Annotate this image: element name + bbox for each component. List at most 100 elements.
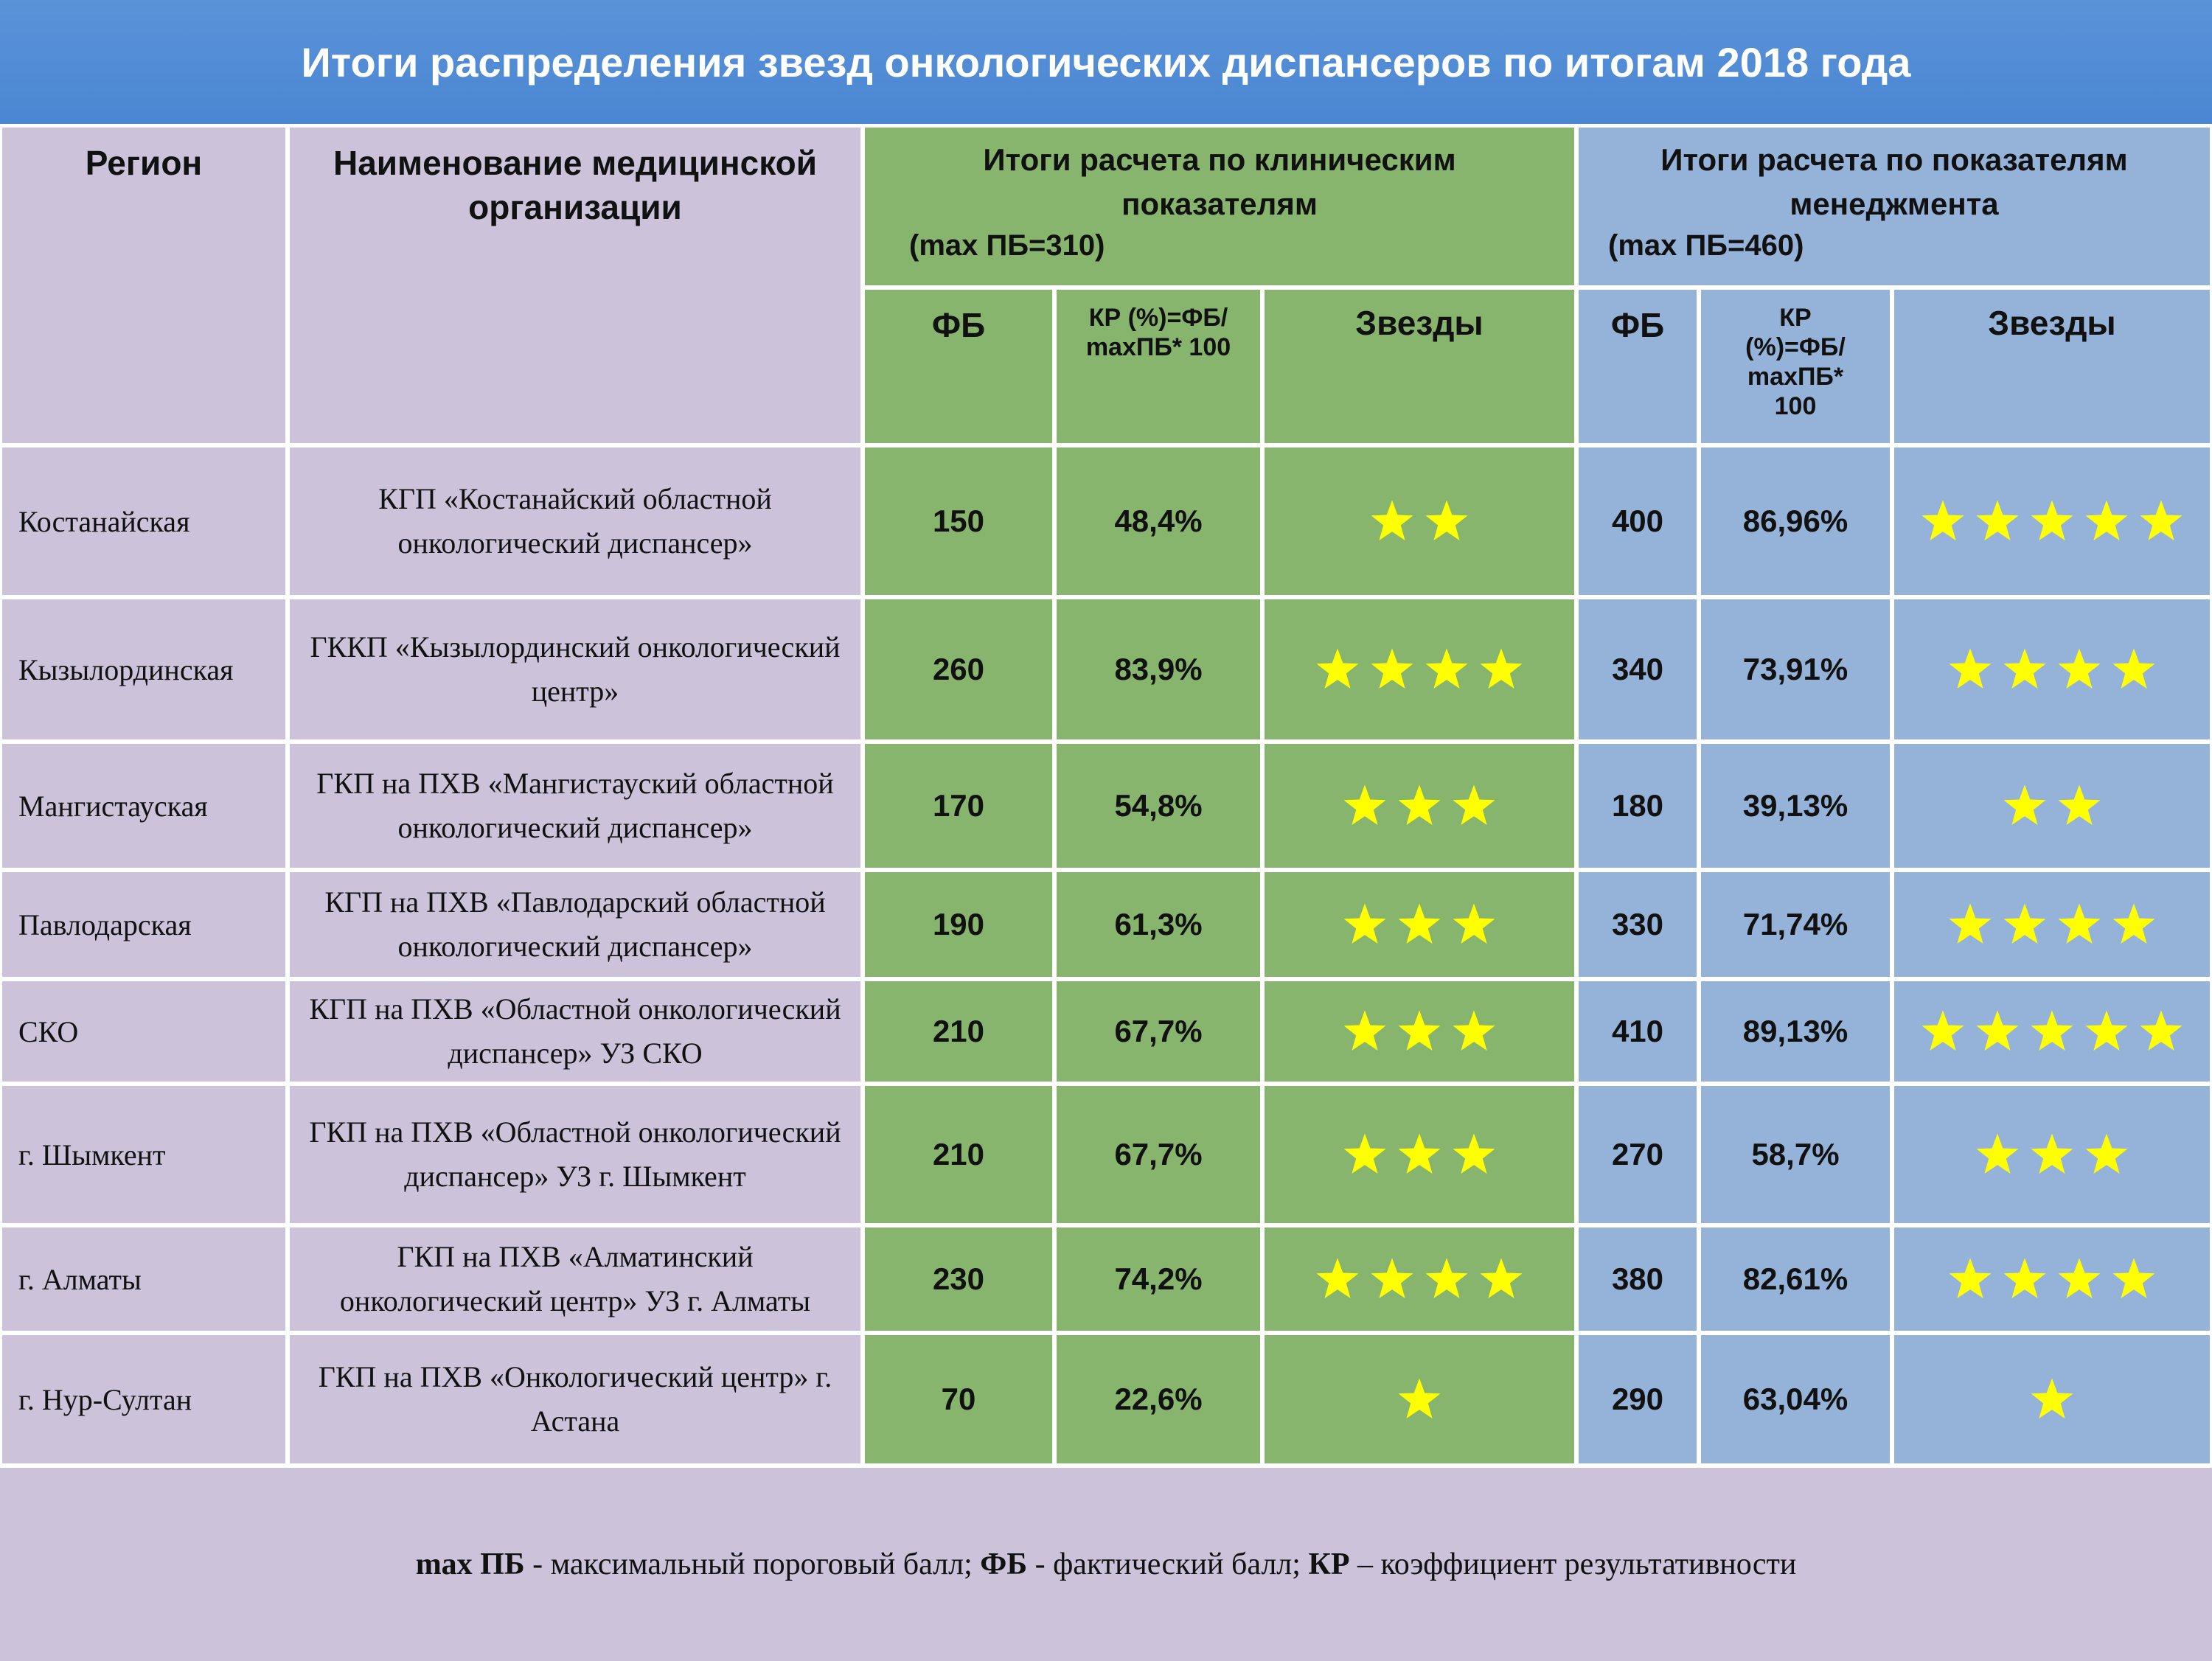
clinical-fb-text: 210: [932, 1014, 985, 1048]
clinical-stars-cell: [1262, 979, 1576, 1084]
organization-cell: ГКП на ПХВ «Алматинский онкологический ц…: [288, 1225, 863, 1333]
clinical-fb-text: 70: [941, 1382, 976, 1416]
organization-text: ГКП на ПХВ «Мангистауский областной онко…: [316, 767, 834, 844]
clinical-fb-text: 150: [932, 504, 985, 538]
star-icon: [2058, 784, 2101, 826]
star-icon: [1976, 500, 2019, 541]
organization-cell: КГП на ПХВ «Павлодарский областной онкол…: [288, 870, 863, 979]
page-title: Итоги распределения звезд онкологических…: [0, 0, 2212, 127]
organization-text: КГП на ПХВ «Павлодарский областной онкол…: [324, 885, 826, 963]
star-icon: [2085, 1010, 2128, 1051]
management-kr-cell: 71,74%: [1699, 870, 1892, 979]
header-management-fb-label: ФБ: [1610, 306, 1665, 344]
legend-max-pb: max ПБ: [415, 1547, 525, 1581]
region-text: СКО: [18, 1014, 79, 1048]
star-icon: [2058, 648, 2101, 689]
clinical-stars-cell: [1262, 742, 1576, 870]
region-cell: Кызылординская: [0, 597, 288, 742]
star-icon: [1949, 903, 1992, 944]
region-text: Мангистауская: [18, 789, 208, 823]
header-management-fb: ФБ: [1576, 288, 1699, 445]
header-clinical-stars: Звезды: [1262, 288, 1576, 445]
header-management-title: Итоги расчета по показателям менеджмента: [1660, 142, 2128, 221]
management-kr-text: 39,13%: [1742, 788, 1848, 823]
star-icon: [2140, 1010, 2183, 1051]
management-kr-text: 71,74%: [1742, 907, 1848, 941]
star-icon: [1343, 1133, 1386, 1174]
clinical-kr-cell: 61,3%: [1054, 870, 1262, 979]
clinical-fb-text: 170: [932, 788, 985, 823]
star-icon: [1398, 784, 1441, 826]
clinical-fb-cell: 190: [863, 870, 1054, 979]
clinical-fb-cell: 210: [863, 979, 1054, 1084]
star-icon: [1398, 1010, 1441, 1051]
organization-cell: КГП «Костанайский областной онкологическ…: [288, 445, 863, 597]
star-icon: [2140, 500, 2183, 541]
legend-max-pb-text: - максимальный пороговый балл;: [524, 1547, 981, 1581]
header-clinical-kr-label: КР (%)=ФБ/ maxПБ* 100: [1085, 304, 1231, 361]
header-management-stars-label: Звезды: [1988, 304, 2116, 342]
management-fb-text: 180: [1611, 788, 1664, 823]
star-icon: [2112, 648, 2155, 689]
management-stars-cell: [1892, 1225, 2212, 1333]
header-clinical-stars-label: Звезды: [1355, 304, 1484, 342]
star-icon: [2031, 1010, 2073, 1051]
star-icon: [1453, 1133, 1495, 1174]
clinical-kr-text: 67,7%: [1114, 1014, 1203, 1048]
management-fb-cell: 270: [1576, 1084, 1699, 1225]
star-icon: [2058, 1258, 2101, 1299]
star-icon: [2085, 500, 2128, 541]
management-fb-cell: 380: [1576, 1225, 1699, 1333]
legend-kr-text: – коэффициент результативности: [1349, 1547, 1797, 1581]
management-kr-cell: 89,13%: [1699, 979, 1892, 1084]
clinical-kr-text: 83,9%: [1114, 652, 1203, 686]
legend-kr: КР: [1308, 1547, 1350, 1581]
clinical-fb-cell: 230: [863, 1225, 1054, 1333]
region-cell: СКО: [0, 979, 288, 1084]
clinical-kr-cell: 67,7%: [1054, 979, 1262, 1084]
clinical-kr-text: 48,4%: [1114, 504, 1203, 538]
management-fb-text: 270: [1611, 1137, 1664, 1171]
star-icon: [2112, 903, 2155, 944]
clinical-stars-cell: [1262, 870, 1576, 979]
management-fb-text: 380: [1611, 1261, 1664, 1296]
region-cell: Костанайская: [0, 445, 288, 597]
management-stars-cell: [1892, 979, 2212, 1084]
management-fb-cell: 400: [1576, 445, 1699, 597]
header-management-kr: КР (%)=ФБ/ maxПБ* 100: [1699, 288, 1892, 445]
star-icon: [1398, 1378, 1441, 1419]
header-management-max: (max ПБ=460): [1608, 229, 1804, 262]
clinical-kr-text: 74,2%: [1114, 1261, 1203, 1296]
legend-fb-text: - фактический балл;: [1027, 1547, 1309, 1581]
management-kr-cell: 86,96%: [1699, 445, 1892, 597]
clinical-fb-cell: 150: [863, 445, 1054, 597]
organization-text: ГКП на ПХВ «Онкологический центр» г. Аст…: [318, 1360, 832, 1438]
management-kr-cell: 63,04%: [1699, 1333, 1892, 1466]
header-clinical: Итоги расчета по клиническим показателям…: [863, 125, 1576, 288]
management-kr-text: 89,13%: [1742, 1014, 1848, 1048]
clinical-kr-cell: 74,2%: [1054, 1225, 1262, 1333]
region-text: г. Алматы: [18, 1262, 142, 1296]
header-clinical-fb: ФБ: [863, 288, 1054, 445]
clinical-kr-cell: 83,9%: [1054, 597, 1262, 742]
star-icon: [1921, 1010, 1964, 1051]
management-kr-text: 82,61%: [1742, 1261, 1848, 1296]
header-region: Регион: [0, 125, 288, 445]
star-icon: [1398, 1133, 1441, 1174]
management-stars-cell: [1892, 1084, 2212, 1225]
clinical-kr-text: 61,3%: [1114, 907, 1203, 941]
star-icon: [1343, 903, 1386, 944]
star-icon: [2031, 1378, 2073, 1419]
region-text: г. Нур-Султан: [18, 1382, 192, 1416]
clinical-kr-cell: 48,4%: [1054, 445, 1262, 597]
organization-cell: КГП на ПХВ «Областной онкологический дис…: [288, 979, 863, 1084]
star-icon: [2031, 1133, 2073, 1174]
management-stars-cell: [1892, 870, 2212, 979]
star-icon: [2003, 784, 2046, 826]
star-icon: [1976, 1010, 2019, 1051]
star-icon: [1316, 648, 1359, 689]
clinical-stars-cell: [1262, 445, 1576, 597]
clinical-fb-cell: 70: [863, 1333, 1054, 1466]
management-kr-text: 86,96%: [1742, 504, 1848, 538]
region-cell: Мангистауская: [0, 742, 288, 870]
